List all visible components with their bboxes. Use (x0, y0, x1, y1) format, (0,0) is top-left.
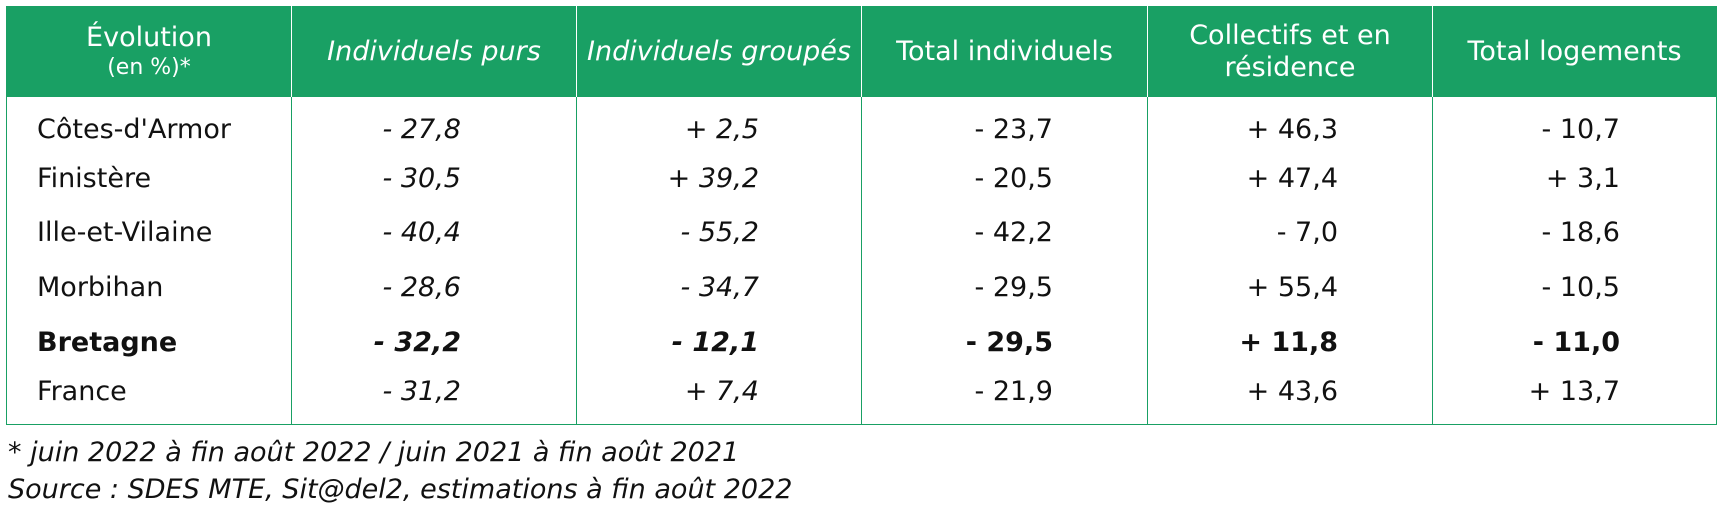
cell-individuels-purs: - 30,5 (291, 151, 577, 206)
table-row: France - 31,2 + 7,4 - 21,9 + 43,6 + 13,7 (7, 369, 1717, 425)
cell-total-logements: - 18,6 (1432, 205, 1717, 261)
cell-total-individuels: - 29,5 (861, 314, 1148, 370)
column-header-individuels-purs: Individuels purs (291, 6, 577, 97)
cell-total-individuels: - 23,7 (861, 96, 1148, 152)
cell-individuels-groupes: + 39,2 (576, 151, 862, 206)
cell-total-logements: - 10,5 (1432, 260, 1717, 315)
cell-individuels-groupes: - 34,7 (576, 260, 862, 315)
column-header-unit: (en %)* (107, 54, 191, 80)
cell-total-individuels: - 42,2 (861, 205, 1148, 261)
cell-collectifs: + 11,8 (1147, 314, 1433, 370)
cell-total-logements: + 13,7 (1432, 369, 1717, 425)
row-label: Finistère (37, 162, 152, 194)
cell-total-individuels: - 20,5 (861, 151, 1148, 206)
cell-individuels-purs: - 31,2 (291, 369, 577, 425)
cell-collectifs: + 43,6 (1147, 369, 1433, 425)
cell-individuels-purs: - 40,4 (291, 205, 577, 261)
cell-collectifs: + 46,3 (1147, 96, 1433, 152)
cell-individuels-groupes: - 55,2 (576, 205, 862, 261)
cell-individuels-groupes: + 7,4 (576, 369, 862, 425)
cell-collectifs: + 55,4 (1147, 260, 1433, 315)
cell-total-logements: - 11,0 (1432, 314, 1717, 370)
cell-collectifs: + 47,4 (1147, 151, 1433, 206)
table-row: Ille-et-Vilaine - 40,4 - 55,2 - 42,2 - 7… (7, 205, 1717, 261)
cell-individuels-purs: - 28,6 (291, 260, 577, 315)
cell-total-individuels: - 21,9 (861, 369, 1148, 425)
cell-total-individuels: - 29,5 (861, 260, 1148, 315)
column-header-label: Évolution (86, 21, 212, 53)
cell-individuels-purs: - 27,8 (291, 96, 577, 152)
column-header-evolution: Évolution (en %)* (6, 6, 292, 97)
cell-total-logements: + 3,1 (1432, 151, 1717, 206)
column-header-collectifs: Collectifs et en résidence (1147, 6, 1433, 97)
table-row: Finistère - 30,5 + 39,2 - 20,5 + 47,4 + … (7, 151, 1717, 206)
housing-evolution-table: Évolution (en %)* Individuels purs Indiv… (6, 6, 1717, 425)
table-row: Côtes-d'Armor - 27,8 + 2,5 - 23,7 + 46,3… (7, 96, 1717, 152)
cell-individuels-groupes: + 2,5 (576, 96, 862, 152)
row-label: Bretagne (37, 326, 178, 358)
cell-individuels-purs: - 32,2 (291, 314, 577, 370)
source-note: Source : SDES MTE, Sit@del2, estimations… (8, 474, 793, 505)
column-header-individuels-groupes: Individuels groupés (576, 6, 862, 97)
row-label: Ille-et-Vilaine (37, 217, 213, 249)
row-label: Côtes-d'Armor (37, 114, 231, 146)
cell-individuels-groupes: - 12,1 (576, 314, 862, 370)
column-header-total-logements: Total logements (1432, 6, 1717, 97)
table-container: Évolution (en %)* Individuels purs Indiv… (6, 6, 1717, 425)
footnote: * juin 2022 à fin août 2022 / juin 2021 … (8, 437, 740, 468)
cell-collectifs: - 7,0 (1147, 205, 1433, 261)
cell-total-logements: - 10,7 (1432, 96, 1717, 152)
table-row: Morbihan - 28,6 - 34,7 - 29,5 + 55,4 - 1… (7, 260, 1717, 315)
row-label: Morbihan (37, 272, 164, 304)
table-header-row: Évolution (en %)* Individuels purs Indiv… (6, 6, 1717, 97)
table-notes: * juin 2022 à fin août 2022 / juin 2021 … (8, 434, 792, 508)
column-header-total-individuels: Total individuels (861, 6, 1148, 97)
table-row-total: Bretagne - 32,2 - 12,1 - 29,5 + 11,8 - 1… (7, 314, 1717, 370)
row-label: France (37, 376, 127, 408)
